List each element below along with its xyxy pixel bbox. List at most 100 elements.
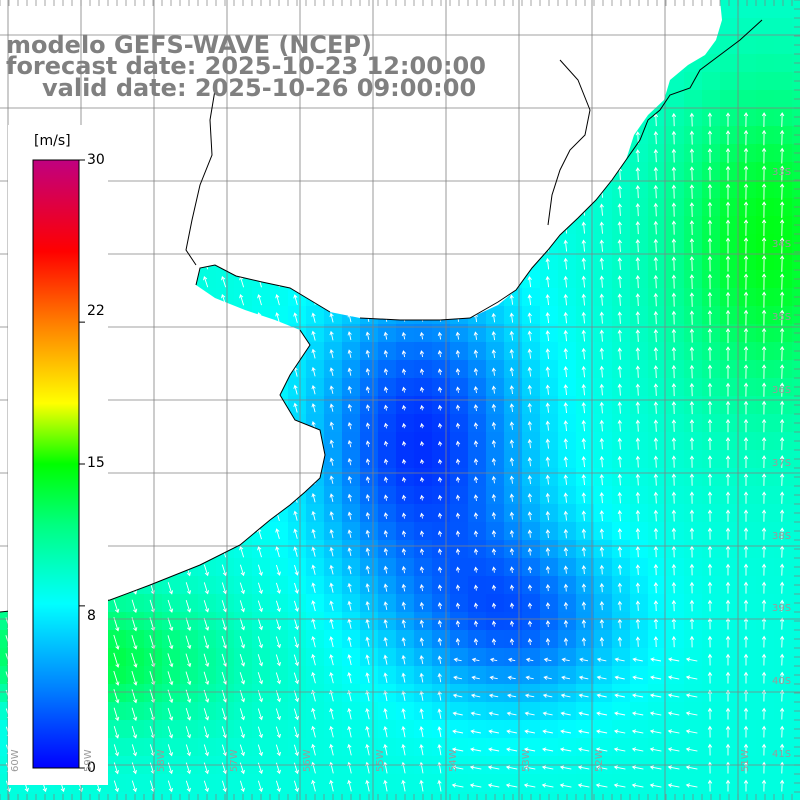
wind-speed-cell <box>360 738 379 757</box>
wind-direction-arrow <box>293 420 298 431</box>
wind-direction-arrow <box>293 402 298 413</box>
wind-direction-arrow <box>671 130 677 145</box>
wind-direction-arrow <box>437 440 443 447</box>
wind-direction-arrow <box>635 564 641 575</box>
wind-speed-cell <box>342 468 361 487</box>
wind-direction-arrow <box>725 364 731 379</box>
wind-speed-cell <box>450 486 469 505</box>
wind-direction-arrow <box>761 617 767 630</box>
wind-speed-cell <box>576 720 595 739</box>
wind-direction-arrow <box>689 599 695 612</box>
wind-direction-arrow <box>779 219 785 237</box>
wind-speed-cell <box>558 702 577 721</box>
wind-direction-arrow <box>401 295 406 304</box>
wind-direction-arrow <box>527 529 533 538</box>
wind-speed-cell <box>198 612 217 631</box>
wind-speed-cell <box>252 666 271 685</box>
wind-direction-arrow <box>689 419 695 433</box>
wind-direction-arrow <box>473 258 478 269</box>
wind-direction-arrow <box>275 149 280 162</box>
wind-direction-arrow <box>257 330 262 342</box>
wind-direction-arrow <box>167 599 174 613</box>
wind-speed-cell <box>324 396 343 415</box>
wind-speed-cell <box>432 558 451 577</box>
wind-direction-arrow <box>617 455 622 468</box>
wind-speed-cell <box>522 648 541 667</box>
wind-direction-arrow <box>401 258 406 269</box>
wind-direction-arrow <box>491 493 497 502</box>
wind-direction-arrow <box>581 185 586 198</box>
wind-speed-cell <box>108 702 127 721</box>
wind-direction-arrow <box>257 131 263 144</box>
wind-direction-arrow <box>761 219 767 237</box>
wind-direction-arrow <box>581 293 586 306</box>
wind-speed-cell <box>180 738 199 757</box>
wind-direction-arrow <box>167 617 174 632</box>
wind-direction-arrow <box>455 440 461 447</box>
wind-direction-arrow <box>563 547 569 557</box>
wind-speed-cell <box>342 324 361 343</box>
wind-direction-arrow <box>779 671 785 684</box>
wind-direction-arrow <box>293 113 298 126</box>
wind-direction-arrow <box>635 239 640 253</box>
wind-direction-arrow <box>365 131 370 144</box>
wind-direction-arrow <box>509 276 514 287</box>
wind-direction-arrow <box>545 547 551 556</box>
wind-direction-arrow <box>509 385 514 395</box>
wind-direction-arrow <box>383 654 388 665</box>
wind-direction-arrow <box>294 564 299 576</box>
wind-speed-cell <box>432 468 451 487</box>
wind-direction-arrow <box>239 311 245 324</box>
wind-direction-arrow <box>383 583 388 592</box>
wind-direction-arrow <box>761 400 767 415</box>
wind-direction-arrow <box>599 401 604 414</box>
wind-speed-cell <box>396 558 415 577</box>
wind-speed-cell <box>522 450 541 469</box>
wind-direction-arrow <box>221 167 227 180</box>
wind-speed-cell <box>126 666 145 685</box>
wind-speed-cell <box>576 576 595 595</box>
wind-speed-cell <box>486 702 505 721</box>
wind-direction-arrow <box>653 148 658 163</box>
wind-speed-cell <box>234 738 253 757</box>
wind-speed-cell <box>684 648 703 667</box>
wind-direction-arrow <box>455 422 461 429</box>
wind-speed-cell <box>486 666 505 685</box>
wind-direction-arrow <box>707 473 713 486</box>
wind-direction-arrow <box>383 185 388 198</box>
wind-direction-arrow <box>293 348 298 359</box>
wind-direction-arrow <box>131 670 138 686</box>
wind-speed-cell <box>738 18 757 37</box>
wind-direction-arrow <box>257 564 263 577</box>
wind-direction-arrow <box>545 402 550 413</box>
wind-speed-cell <box>540 774 559 793</box>
wind-direction-arrow <box>437 368 443 375</box>
wind-direction-arrow <box>130 509 137 522</box>
wind-direction-arrow <box>743 327 749 344</box>
wind-speed-cell <box>126 702 145 721</box>
wind-speed-cell <box>738 126 757 145</box>
wind-speed-cell <box>108 666 127 685</box>
wind-direction-arrow <box>581 113 586 126</box>
wind-direction-arrow <box>545 203 550 216</box>
wind-direction-arrow <box>293 618 299 631</box>
wind-speed-cell <box>216 702 235 721</box>
wind-speed-cell <box>756 324 775 343</box>
wind-speed-cell <box>432 630 451 649</box>
wind-speed-cell <box>360 594 379 613</box>
wind-direction-arrow <box>779 364 785 379</box>
wind-direction-arrow <box>525 675 534 680</box>
wind-direction-arrow <box>563 384 568 396</box>
wind-direction-arrow <box>257 438 262 450</box>
wind-speed-cell <box>396 342 415 361</box>
wind-direction-arrow <box>761 255 767 273</box>
wind-direction-arrow <box>257 312 262 324</box>
wind-speed-cell <box>684 432 703 451</box>
wind-speed-cell <box>360 414 379 433</box>
wind-speed-cell <box>144 684 163 703</box>
wind-speed-cell <box>450 378 469 397</box>
wind-speed-cell <box>504 450 523 469</box>
wind-direction-arrow <box>527 584 533 591</box>
wind-speed-cell <box>252 288 271 307</box>
wind-direction-arrow <box>455 240 460 251</box>
